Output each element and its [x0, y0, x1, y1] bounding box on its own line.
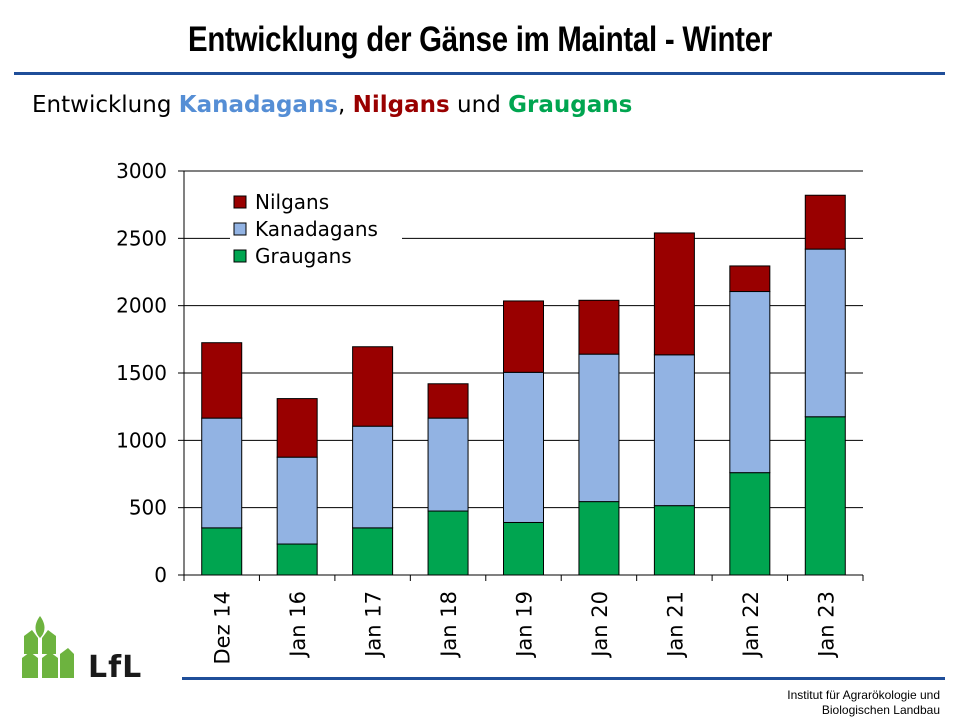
- footer-divider: [182, 677, 945, 680]
- bar-nilgans: [503, 300, 544, 373]
- bar-kanadagans: [503, 371, 544, 523]
- subtitle-prefix: Entwicklung: [32, 92, 179, 118]
- legend-background: [230, 192, 402, 274]
- subtitle-graugans: Graugans: [508, 92, 633, 118]
- y-tick-label: 0: [154, 563, 167, 587]
- bar-nilgans: [352, 346, 394, 427]
- x-tick-label: Jan 23: [814, 591, 838, 659]
- bar-graugans: [578, 501, 620, 576]
- bar-kanadagans: [578, 353, 620, 503]
- x-tick-label: Jan 19: [513, 591, 537, 659]
- bar-graugans: [201, 527, 243, 576]
- page-title: Entwicklung der Gänse im Maintal - Winte…: [187, 20, 773, 59]
- y-tick-label: 3000: [116, 159, 167, 183]
- x-tick-label: Dez 14: [211, 591, 235, 665]
- subtitle-separator-und: und: [449, 92, 509, 118]
- institute-line-2: Biologischen Landbau: [821, 703, 940, 717]
- bar-graugans: [804, 416, 846, 576]
- bar-graugans: [729, 472, 771, 576]
- bar-graugans: [427, 510, 469, 576]
- legend-label-kanadagans: Kanadagans: [255, 217, 378, 241]
- bar-kanadagans: [276, 456, 318, 545]
- legend-label-graugans: Graugans: [255, 244, 352, 268]
- bar-kanadagans: [427, 417, 469, 512]
- bar-nilgans: [578, 299, 620, 355]
- bar-kanadagans: [729, 291, 771, 474]
- x-tick-label: Jan 18: [437, 591, 461, 659]
- bar-nilgans: [804, 194, 846, 250]
- x-tick-label: Jan 20: [588, 591, 612, 659]
- bar-kanadagans: [352, 425, 394, 529]
- subtitle-kanadagans: Kanadagans: [178, 92, 339, 118]
- x-tick-label: Jan 16: [286, 591, 310, 659]
- bar-nilgans: [201, 342, 243, 419]
- lfl-logo: [22, 616, 74, 678]
- x-tick-label: Jan 21: [663, 591, 687, 659]
- subtitle-separator-comma: ,: [338, 92, 353, 118]
- bar-nilgans: [729, 265, 771, 293]
- legend-swatch-graugans: [233, 249, 247, 263]
- y-tick-label: 2500: [116, 226, 167, 250]
- institute-line-1: Institut für Agrarökologie und: [787, 688, 940, 702]
- bar-kanadagans: [804, 248, 846, 418]
- legend-label-nilgans: Nilgans: [255, 190, 329, 214]
- y-tick-label: 500: [129, 496, 167, 520]
- lfl-logo-text: LfL: [88, 650, 143, 685]
- x-tick-label: Jan 17: [362, 591, 386, 659]
- bar-kanadagans: [653, 354, 695, 507]
- bar-graugans: [352, 527, 394, 576]
- bar-kanadagans: [201, 417, 243, 529]
- legend-swatch-nilgans: [233, 195, 247, 209]
- bar-graugans: [503, 521, 544, 576]
- subtitle-nilgans: Nilgans: [352, 92, 450, 118]
- y-tick-label: 2000: [116, 294, 167, 318]
- y-tick-label: 1000: [116, 428, 167, 452]
- x-tick-label: Jan 22: [739, 591, 763, 659]
- legend-swatch-kanadagans: [233, 222, 247, 236]
- bar-graugans: [276, 543, 318, 576]
- institute-credit: Institut für Agrarökologie und Biologisc…: [787, 688, 940, 718]
- bar-nilgans: [276, 398, 318, 458]
- y-tick-label: 1500: [116, 361, 167, 385]
- title-divider: [14, 72, 945, 75]
- bar-graugans: [653, 505, 695, 576]
- bar-nilgans: [427, 383, 469, 419]
- subtitle: Entwicklung Kanadagans, Nilgans und Grau…: [32, 92, 632, 118]
- bar-nilgans: [653, 232, 695, 356]
